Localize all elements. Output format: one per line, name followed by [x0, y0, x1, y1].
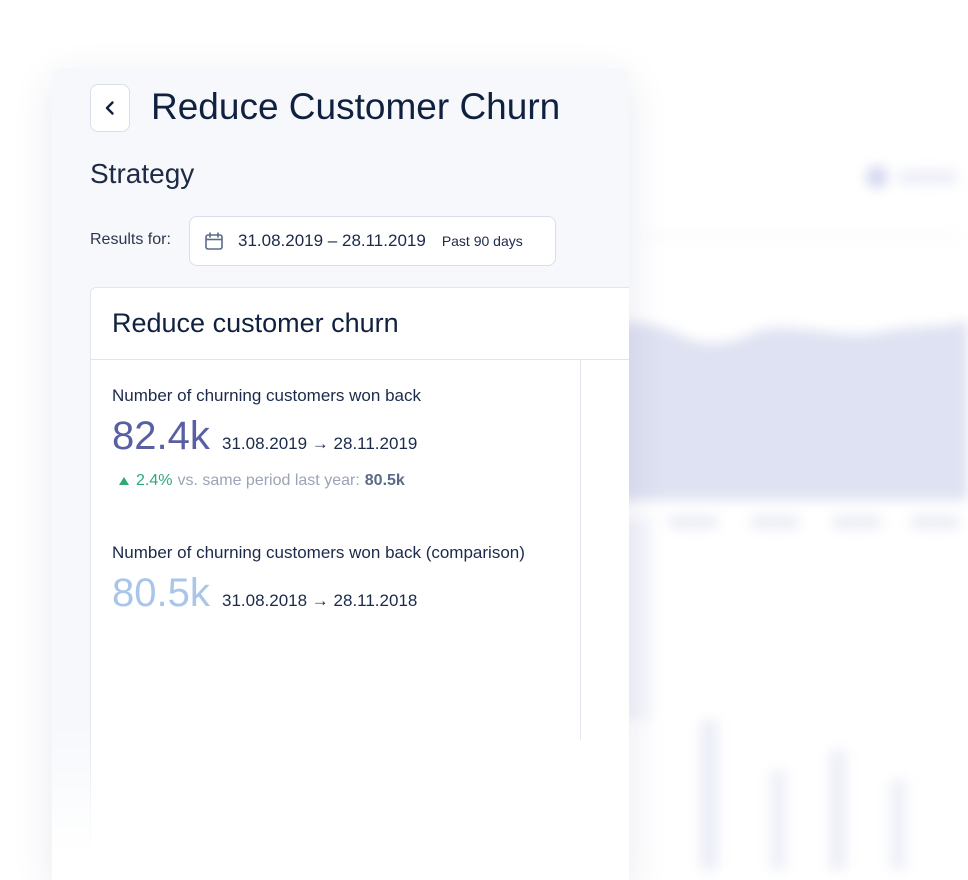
- back-button[interactable]: [90, 84, 130, 132]
- metric-value: 82.4k: [112, 414, 210, 458]
- previous-value: 80.5k: [364, 472, 405, 489]
- metric-value: 80.5k: [112, 571, 210, 615]
- background-area-chart: [560, 320, 968, 500]
- background-bar: [830, 750, 846, 870]
- date-range-value: 31.08.2019 – 28.11.2019: [238, 231, 426, 250]
- card-divider: [91, 359, 629, 360]
- background-area-shape: [560, 320, 968, 500]
- axis-label-placeholder: [668, 516, 718, 528]
- background-bar: [770, 770, 786, 870]
- results-label: Results for:: [90, 231, 171, 248]
- background-bar: [890, 780, 906, 870]
- page-title: Reduce Customer Churn: [151, 86, 561, 127]
- axis-label-placeholder: [910, 516, 960, 528]
- date-range-picker[interactable]: 31.08.2019 – 28.11.2019 Past 90 days: [189, 216, 556, 266]
- chevron-left-icon: [105, 101, 114, 115]
- triangle-up-icon: [119, 477, 129, 485]
- legend-dot: [866, 166, 888, 188]
- legend-label-placeholder: [898, 170, 958, 184]
- calendar-icon: [205, 232, 223, 250]
- background-bar: [700, 720, 718, 870]
- metric-date-range: 31.08.2019 → 28.11.2019: [222, 434, 418, 453]
- change-percent: 2.4%: [136, 472, 173, 489]
- section-label: Strategy: [90, 158, 195, 189]
- change-text: vs. same period last year:: [177, 472, 360, 489]
- metric-label: Number of churning customers won back: [112, 386, 421, 405]
- background-divider: [640, 236, 960, 238]
- axis-label-placeholder: [750, 516, 800, 528]
- background-bar-chart: [700, 720, 906, 870]
- strategy-panel: Reduce Customer Churn Strategy Results f…: [52, 68, 629, 880]
- metric-label: Number of churning customers won back (c…: [112, 543, 525, 562]
- metric-date-range: 31.08.2018 → 28.11.2018: [222, 591, 418, 610]
- metric-card-title: Reduce customer churn: [112, 308, 399, 338]
- change-indicator: 2.4% vs. same period last year: 80.5k: [118, 472, 405, 490]
- period-hint: Past 90 days: [441, 233, 523, 249]
- metric-card: Reduce customer churn Number of churning…: [90, 287, 629, 880]
- axis-label-placeholder: [832, 516, 882, 528]
- column-divider: [580, 360, 581, 740]
